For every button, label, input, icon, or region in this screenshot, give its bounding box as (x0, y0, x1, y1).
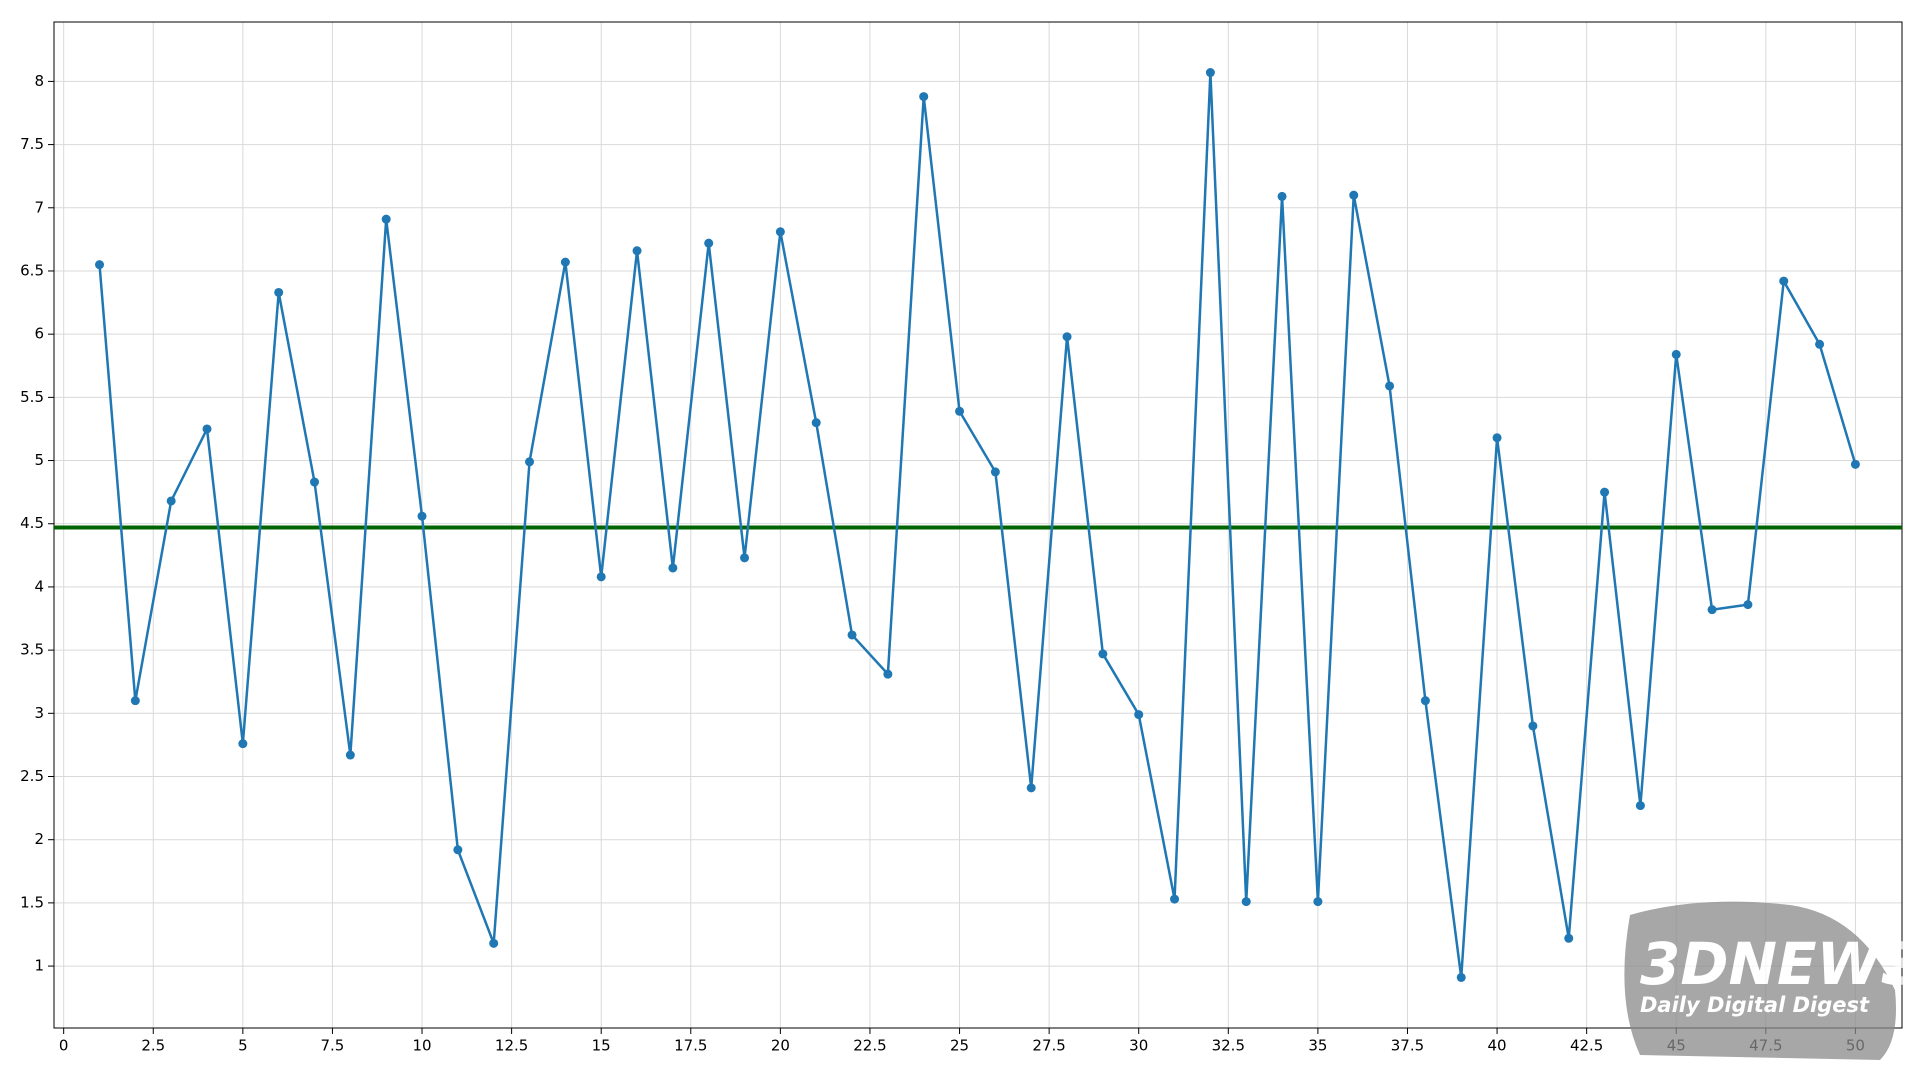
data-point (1850, 459, 1860, 469)
x-tick-label: 40 (1488, 1037, 1507, 1055)
data-point (847, 630, 857, 640)
plot-frame (53, 21, 1903, 1029)
x-tick-label: 42.5 (1570, 1037, 1603, 1055)
y-tick-label: 1.5 (20, 893, 44, 911)
data-point (1170, 894, 1180, 904)
data-point (1743, 600, 1753, 610)
y-tick-label: 7.5 (20, 135, 44, 153)
data-point (1635, 801, 1645, 811)
x-tick-label: 25 (950, 1037, 969, 1055)
data-point (1349, 190, 1359, 200)
data-point (883, 669, 893, 679)
data-point (811, 418, 821, 428)
data-point (560, 257, 570, 267)
data-point (202, 424, 212, 434)
x-tick-label: 10 (412, 1037, 431, 1055)
y-tick-label: 4.5 (20, 514, 44, 532)
data-point (740, 553, 750, 563)
data-point (955, 406, 965, 416)
y-tick-label: 6 (34, 325, 44, 343)
y-tick-label: 5 (34, 451, 44, 469)
data-point (1600, 487, 1610, 497)
data-point (1385, 381, 1395, 391)
data-point (417, 511, 427, 521)
y-tick-label: 2 (34, 830, 44, 848)
x-tick-label: 35 (1308, 1037, 1327, 1055)
data-point (238, 739, 248, 749)
data-point (596, 572, 606, 582)
series-line (98, 72, 1857, 978)
data-point (95, 260, 105, 270)
data-point (453, 845, 463, 855)
data-point (1313, 897, 1323, 907)
x-tick-label: 22.5 (853, 1037, 886, 1055)
data-point (632, 246, 642, 256)
x-tick-label: 0 (59, 1037, 69, 1055)
data-point (525, 457, 535, 467)
y-tick-label: 1 (34, 957, 44, 975)
data-point (1205, 68, 1215, 78)
data-point (919, 92, 929, 102)
x-tick-label: 5 (238, 1037, 248, 1055)
watermark-logo: 3DNEWS (1640, 930, 1920, 998)
data-point (166, 496, 176, 506)
data-point (1779, 276, 1789, 286)
data-point (1492, 433, 1502, 443)
data-point (1062, 332, 1072, 342)
y-tick-label: 5.5 (20, 388, 44, 406)
data-point (1026, 783, 1036, 793)
data-point (1134, 710, 1144, 720)
data-point (1420, 696, 1430, 706)
data-point (1277, 191, 1287, 201)
data-point (990, 467, 1000, 477)
y-tick-label: 4 (34, 577, 44, 595)
data-point (130, 696, 140, 706)
data-point (1456, 972, 1466, 982)
y-tick-label: 3 (34, 704, 44, 722)
x-tick-label: 17.5 (674, 1037, 707, 1055)
data-point (1098, 649, 1108, 659)
watermark-brush (1624, 901, 1896, 1060)
watermark: 3DNEWS Daily Digital Digest (1624, 901, 1920, 1060)
x-tick-label: 27.5 (1032, 1037, 1065, 1055)
y-tick-label: 3.5 (20, 641, 44, 659)
data-point (310, 477, 320, 487)
x-tick-label: 30 (1129, 1037, 1148, 1055)
x-tick-label: 20 (771, 1037, 790, 1055)
data-point (489, 938, 499, 948)
x-tick-label: 32.5 (1212, 1037, 1245, 1055)
data-point (1815, 339, 1825, 349)
y-tick-label: 6.5 (20, 261, 44, 279)
data-point (668, 563, 678, 573)
data-point (1241, 897, 1251, 907)
x-tick-label: 7.5 (321, 1037, 345, 1055)
x-tick-label: 15 (592, 1037, 611, 1055)
data-point (274, 287, 284, 297)
data-point (704, 238, 714, 248)
data-point (1564, 933, 1574, 943)
y-tick-label: 2.5 (20, 767, 44, 785)
x-tick-label: 12.5 (495, 1037, 528, 1055)
data-point (381, 214, 391, 224)
watermark-tagline: Daily Digital Digest (1640, 993, 1870, 1017)
x-tick-label: 37.5 (1391, 1037, 1424, 1055)
data-point (1707, 605, 1717, 615)
y-tick-label: 7 (34, 198, 44, 216)
x-tick-label: 2.5 (141, 1037, 165, 1055)
data-point (1671, 349, 1681, 359)
y-tick-label: 8 (34, 72, 44, 90)
data-point (345, 750, 355, 760)
data-point (775, 227, 785, 237)
data-point (1528, 721, 1538, 731)
